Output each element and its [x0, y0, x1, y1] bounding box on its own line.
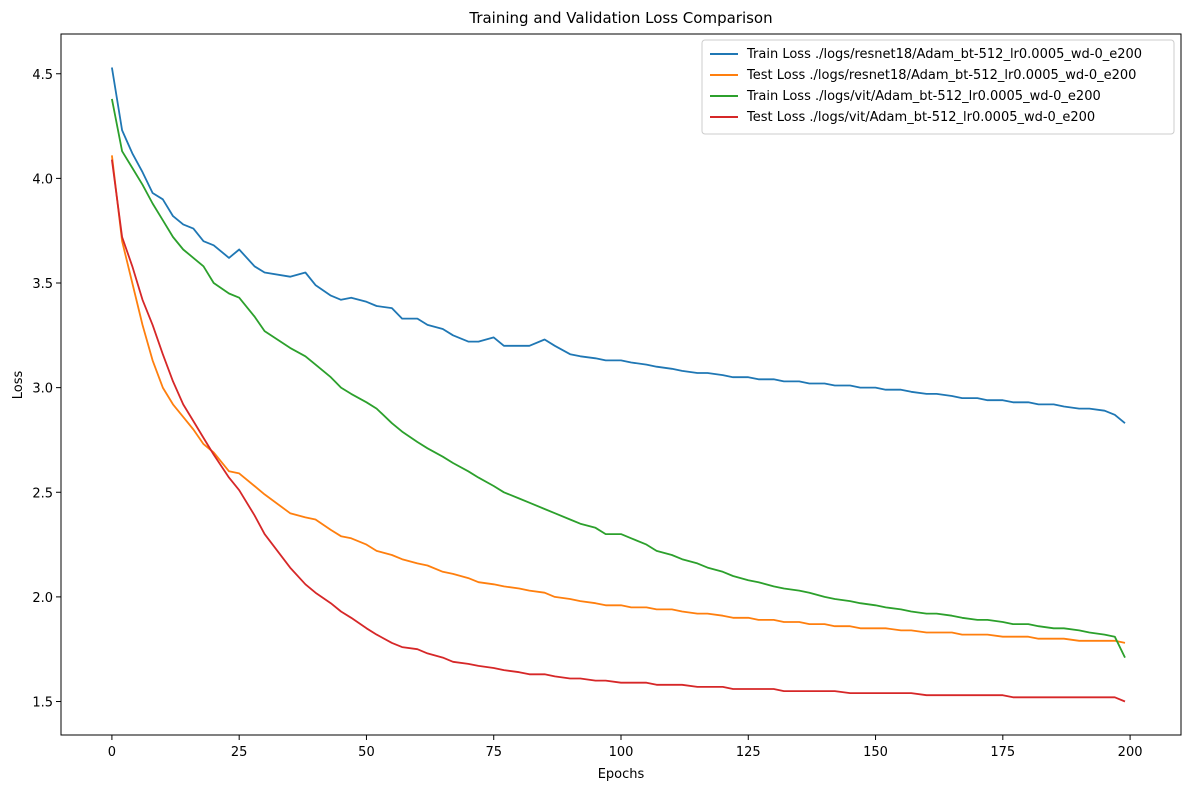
x-tick-label: 200: [1118, 745, 1143, 760]
y-tick-label: 3.0: [32, 382, 53, 397]
y-tick-label: 4.0: [32, 172, 53, 187]
series-line-3: [111, 159, 1126, 703]
y-axis-label: Loss: [11, 371, 26, 400]
x-tick-label: 125: [736, 745, 761, 760]
y-tick-label: 2.5: [32, 486, 53, 501]
x-axis-ticks: 0 25 50 75 100 125 150 175 200: [108, 735, 1143, 760]
y-axis-ticks: 1.5 2.0 2.5 3.0 3.5 4.0 4.5: [32, 68, 61, 711]
series-layer: [111, 67, 1126, 703]
series-line-0: [111, 67, 1126, 424]
legend-label: Train Loss ./logs/vit/Adam_bt-512_lr0.00…: [746, 89, 1101, 104]
series-line-1: [111, 155, 1126, 644]
legend-label: Test Loss ./logs/vit/Adam_bt-512_lr0.000…: [746, 110, 1095, 125]
y-tick-label: 3.5: [32, 277, 53, 292]
legend-box: [701, 39, 1175, 135]
x-tick-label: 150: [863, 745, 888, 760]
legend: Train Loss ./logs/resnet18/Adam_bt-512_l…: [701, 39, 1175, 135]
x-tick-label: 175: [990, 745, 1015, 760]
legend-label: Test Loss ./logs/resnet18/Adam_bt-512_lr…: [746, 68, 1136, 83]
x-axis-label: Epochs: [598, 767, 645, 782]
chart-title: Training and Validation Loss Comparison: [468, 9, 772, 27]
x-tick-label: 50: [358, 745, 375, 760]
x-tick-label: 100: [609, 745, 634, 760]
x-tick-label: 75: [485, 745, 502, 760]
x-tick-label: 0: [108, 745, 116, 760]
y-tick-label: 1.5: [32, 696, 53, 711]
legend-label: Train Loss ./logs/resnet18/Adam_bt-512_l…: [746, 47, 1142, 62]
x-tick-label: 25: [231, 745, 248, 760]
y-tick-label: 2.0: [32, 591, 53, 606]
series-line-2: [111, 98, 1126, 658]
y-tick-label: 4.5: [32, 68, 53, 83]
